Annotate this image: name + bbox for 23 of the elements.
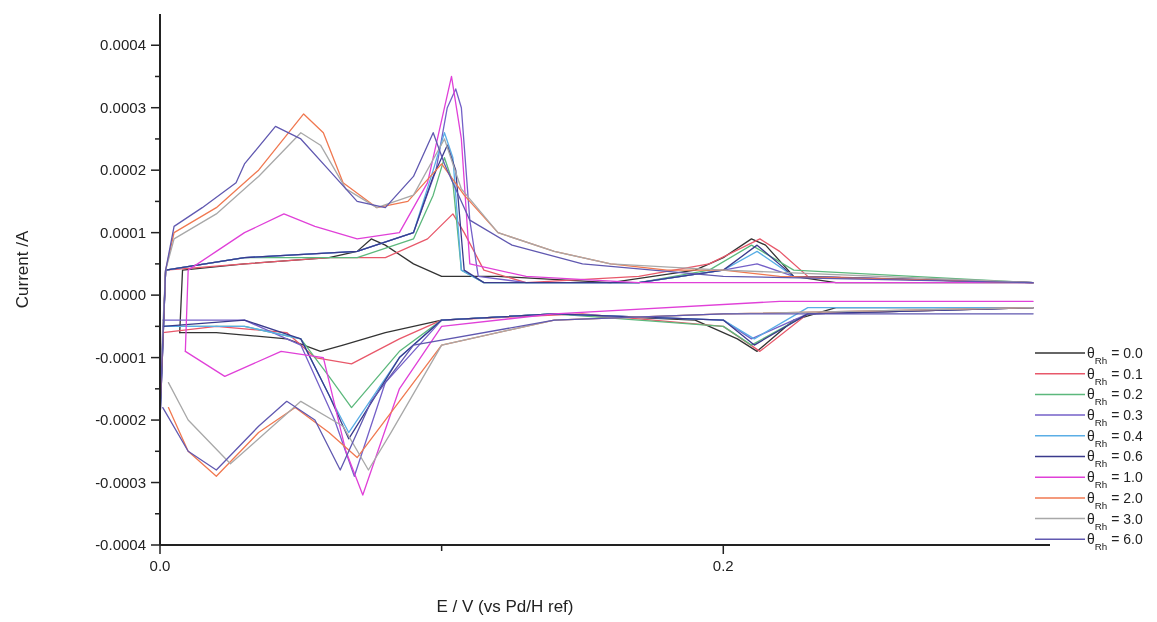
x-axis-title: E / V (vs Pd/H ref) [436, 597, 574, 616]
x-tick-label: 0.0 [149, 557, 171, 574]
legend-label: θ$_{Rh}$ = 6.0 [1087, 531, 1143, 552]
x-tick-label: 0.2 [712, 557, 734, 574]
legend-label: θ$_{Rh}$ = 1.0 [1087, 469, 1143, 490]
y-tick-label: -0.0001 [95, 348, 146, 366]
y-tick-label: 0.0004 [100, 36, 146, 54]
legend-label: θ$_{Rh}$ = 0.3 [1087, 407, 1143, 428]
y-axis-title: Current /A [13, 230, 32, 309]
y-tick-label: -0.0003 [95, 473, 146, 491]
y-tick-label: -0.0004 [95, 536, 146, 554]
y-tick-label: 0.0001 [100, 223, 146, 241]
y-tick-label: 0.0002 [100, 161, 146, 179]
legend-label: θ$_{Rh}$ = 0.4 [1087, 427, 1143, 449]
y-tick-label: 0.0000 [100, 286, 146, 304]
y-tick-label: 0.0003 [100, 98, 146, 116]
legend-label: θ$_{Rh}$ = 3.0 [1087, 510, 1143, 531]
legend-label: θ$_{Rh}$ = 0.0 [1087, 344, 1143, 366]
legend-label: θ$_{Rh}$ = 0.2 [1087, 386, 1143, 407]
y-tick-label: -0.0002 [95, 411, 146, 429]
legend-label: θ$_{Rh}$ = 0.6 [1087, 448, 1143, 469]
legend-label: θ$_{Rh}$ = 0.1 [1087, 365, 1143, 387]
legend-label: θ$_{Rh}$ = 2.0 [1087, 489, 1143, 511]
